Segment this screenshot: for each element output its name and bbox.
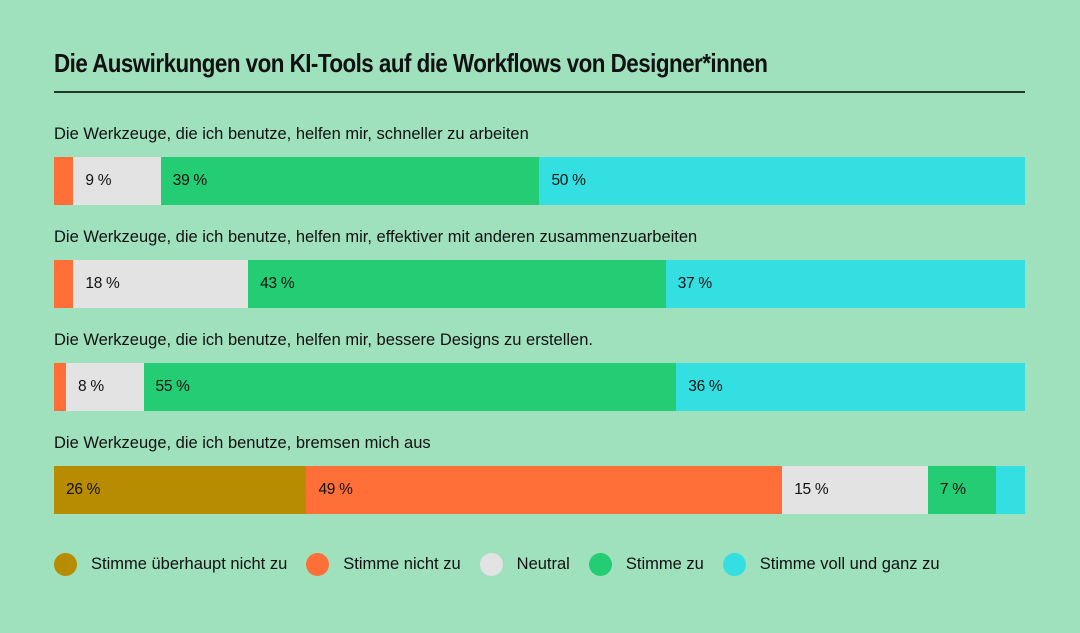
legend-dot-icon xyxy=(588,552,612,576)
segment-value-label: 36 % xyxy=(688,378,723,395)
legend-dot-icon xyxy=(722,552,746,576)
segment-value-label: 49 % xyxy=(318,481,353,498)
segment-value-label: 37 % xyxy=(677,275,712,292)
bar-segment-stimme-voll-zu: 50 % xyxy=(539,157,1025,205)
legend-dot-icon xyxy=(306,552,330,576)
segment-value-label: 9 % xyxy=(85,172,112,189)
legend-item: Stimme überhaupt nicht zu xyxy=(54,552,288,576)
title-divider xyxy=(54,91,1025,93)
stacked-bar: 18 % 43 % 37 % xyxy=(54,260,1025,308)
bar-segment-stimme-zu: 55 % xyxy=(143,363,677,411)
bar-segment-stimme-voll-zu xyxy=(995,466,1025,514)
legend-item: Stimme nicht zu xyxy=(306,552,461,576)
segment-value-label: 39 % xyxy=(172,172,207,189)
bar-segment-stimme-zu: 43 % xyxy=(248,260,666,308)
bar-segment-stimme-voll-zu: 37 % xyxy=(665,260,1025,308)
question-label: Die Werkzeuge, die ich benutze, bremsen … xyxy=(54,434,431,452)
bar-segment-stimme-ueberhaupt-nicht-zu: 26 % xyxy=(54,466,307,514)
bar-segment-stimme-zu: 39 % xyxy=(160,157,540,205)
bar-segment-neutral: 9 % xyxy=(73,157,161,205)
segment-value-label: 15 % xyxy=(794,481,829,498)
legend-dot-icon xyxy=(54,552,77,576)
bar-segment-stimme-voll-zu: 36 % xyxy=(676,363,1025,411)
question-row: Die Werkzeuge, die ich benutze, helfen m… xyxy=(54,125,1025,228)
legend-label: Stimme überhaupt nicht zu xyxy=(91,554,288,573)
legend-label: Stimme voll und ganz zu xyxy=(759,554,940,573)
question-label: Die Werkzeuge, die ich benutze, helfen m… xyxy=(54,228,698,246)
segment-value-label: 55 % xyxy=(155,378,190,395)
question-label: Die Werkzeuge, die ich benutze, helfen m… xyxy=(54,331,593,349)
question-row: Die Werkzeuge, die ich benutze, bremsen … xyxy=(54,434,1025,537)
legend-item: Stimme voll und ganz zu xyxy=(722,552,940,576)
segment-value-label: 50 % xyxy=(551,172,586,189)
segment-value-label: 8 % xyxy=(78,378,104,395)
legend-label: Neutral xyxy=(516,554,570,573)
question-label: Die Werkzeuge, die ich benutze, helfen m… xyxy=(54,125,529,143)
bar-segment-stimme-zu: 7 % xyxy=(927,466,996,514)
stacked-bar: 26 % 49 % 15 % 7 % xyxy=(54,466,1025,514)
legend: Stimme überhaupt nicht zu Stimme nicht zu… xyxy=(54,551,959,577)
question-row: Die Werkzeuge, die ich benutze, helfen m… xyxy=(54,331,1025,434)
legend-label: Stimme zu xyxy=(625,554,704,573)
legend-item: Stimme zu xyxy=(588,552,704,576)
legend-label: Stimme nicht zu xyxy=(343,554,461,573)
bar-segment-stimme-nicht-zu xyxy=(54,260,74,308)
legend-dot-icon xyxy=(479,552,503,576)
bar-segment-stimme-nicht-zu xyxy=(54,157,74,205)
bar-segment-neutral: 18 % xyxy=(73,260,249,308)
segment-value-label: 26 % xyxy=(66,481,101,498)
segment-value-label: 7 % xyxy=(939,481,966,498)
question-row: Die Werkzeuge, die ich benutze, helfen m… xyxy=(54,228,1025,331)
segment-value-label: 43 % xyxy=(260,275,295,292)
stacked-bar-chart: Die Auswirkungen von KI-Tools auf die Wo… xyxy=(54,0,1025,633)
legend-item: Neutral xyxy=(479,552,570,576)
stacked-bar: 9 % 39 % 50 % xyxy=(54,157,1025,205)
bar-segment-neutral: 8 % xyxy=(66,363,144,411)
bar-segment-stimme-nicht-zu: 49 % xyxy=(306,466,783,514)
bar-segment-stimme-nicht-zu xyxy=(54,363,66,411)
chart-title: Die Auswirkungen von KI-Tools auf die Wo… xyxy=(54,48,768,78)
bar-segment-neutral: 15 % xyxy=(782,466,928,514)
segment-value-label: 18 % xyxy=(85,275,120,292)
stacked-bar: 8 % 55 % 36 % xyxy=(54,363,1025,411)
